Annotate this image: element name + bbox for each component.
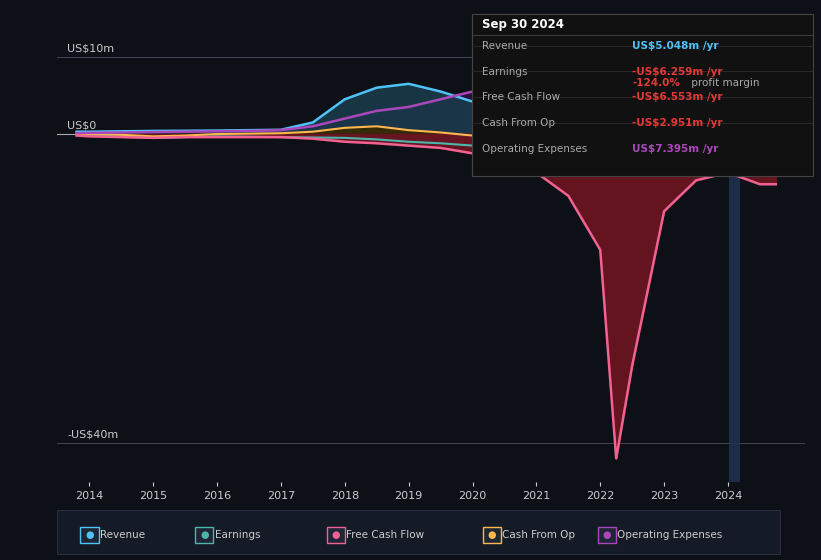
Text: ●: ● [332,530,340,540]
Text: US$0: US$0 [67,121,96,131]
Text: Cash From Op: Cash From Op [502,530,576,540]
Text: Operating Expenses: Operating Expenses [617,530,722,540]
Text: -US$2.951m /yr: -US$2.951m /yr [632,118,722,128]
Text: Free Cash Flow: Free Cash Flow [346,530,424,540]
Text: Operating Expenses: Operating Expenses [482,144,587,154]
Text: US$5.048m /yr: US$5.048m /yr [632,41,718,51]
Text: -US$6.553m /yr: -US$6.553m /yr [632,92,722,102]
Text: -US$6.259m /yr: -US$6.259m /yr [632,67,722,77]
Text: ●: ● [200,530,209,540]
Text: Sep 30 2024: Sep 30 2024 [482,18,564,31]
Text: ●: ● [85,530,94,540]
Text: Free Cash Flow: Free Cash Flow [482,92,560,102]
Text: US$10m: US$10m [67,44,114,54]
Text: Revenue: Revenue [482,41,527,51]
Text: US$7.395m /yr: US$7.395m /yr [632,144,718,154]
Text: Cash From Op: Cash From Op [482,118,555,128]
Text: -US$40m: -US$40m [67,430,118,440]
Text: Earnings: Earnings [482,67,527,77]
Text: Revenue: Revenue [100,530,145,540]
Text: Earnings: Earnings [215,530,260,540]
Text: profit margin: profit margin [688,78,759,88]
Text: ●: ● [488,530,496,540]
Text: ●: ● [603,530,611,540]
Text: -124.0%: -124.0% [632,78,680,88]
